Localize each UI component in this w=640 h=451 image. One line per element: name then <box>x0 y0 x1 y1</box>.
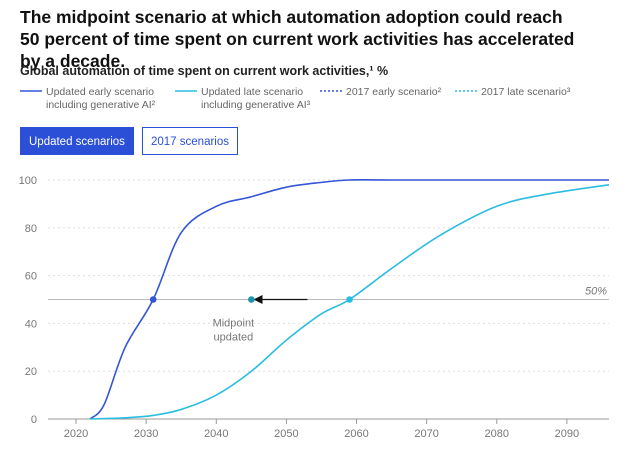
y-tick-label: 20 <box>25 366 37 378</box>
subtitle: Global automation of time spent on curre… <box>20 64 389 78</box>
y-tick-label: 60 <box>25 271 37 283</box>
midpoint-marker <box>149 296 157 303</box>
series-line <box>90 183 610 420</box>
y-tick-label: 0 <box>31 414 37 426</box>
x-tick-label: 2080 <box>485 428 509 440</box>
legend-label: Updated late scenario including generati… <box>201 86 311 111</box>
y-tick-label: 40 <box>25 318 37 330</box>
x-tick-label: 2050 <box>274 428 298 440</box>
midpoint-marker <box>248 296 255 303</box>
x-tick-label: 2090 <box>555 428 579 440</box>
legend-label: Updated early scenario including generat… <box>46 86 156 111</box>
title: The midpoint scenario at which automatio… <box>20 7 575 71</box>
legend-swatch <box>455 90 477 92</box>
legend-label: 2017 early scenario² <box>346 86 442 98</box>
series-line <box>89 179 609 420</box>
x-tick-label: 2060 <box>344 428 368 440</box>
legend-item: 2017 late scenario³ <box>455 86 601 99</box>
scenario-button[interactable]: 2017 scenarios <box>142 127 238 155</box>
legend-swatch <box>175 90 197 92</box>
y-tick-label: 100 <box>19 175 37 187</box>
legend-item: Updated late scenario including generati… <box>175 86 316 112</box>
scenario-button[interactable]: Updated scenarios <box>20 127 134 155</box>
legend-swatch <box>20 90 42 92</box>
y-tick-label: 80 <box>25 223 37 235</box>
legend-label: 2017 late scenario³ <box>481 86 571 98</box>
midpoint-marker <box>346 296 353 303</box>
legend-item: Updated early scenario including generat… <box>20 86 166 112</box>
x-tick-label: 2030 <box>134 428 158 440</box>
x-tick-label: 2020 <box>64 428 88 440</box>
x-tick-label: 2070 <box>414 428 438 440</box>
reference-label: 50% <box>585 286 607 298</box>
annotation: Midpoint updated <box>213 318 255 344</box>
x-tick-label: 2040 <box>204 428 228 440</box>
legend-item: 2017 early scenario² <box>320 86 456 99</box>
legend-swatch <box>320 90 342 92</box>
